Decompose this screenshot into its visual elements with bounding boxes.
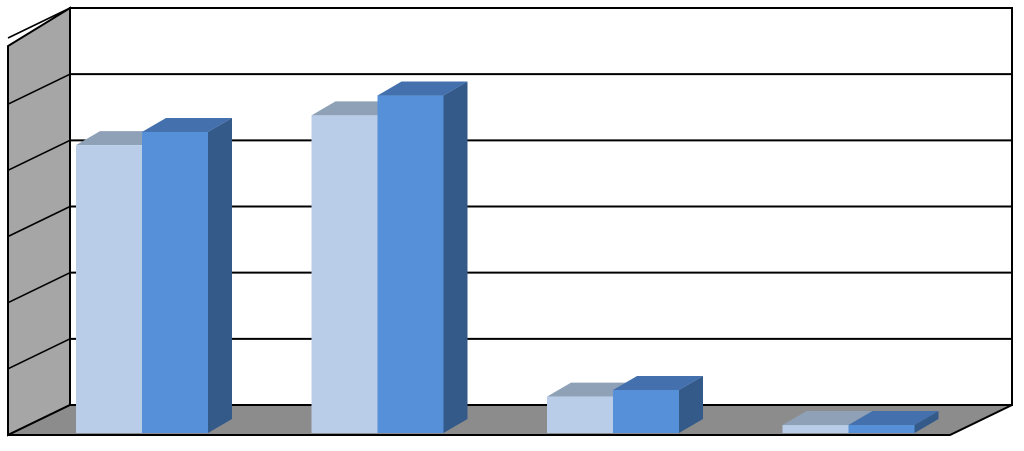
bar-top [142, 117, 232, 132]
bar-top [613, 375, 703, 390]
bar [613, 375, 703, 433]
bar [848, 411, 939, 433]
side-gridline [7, 271, 71, 304]
bar-side [679, 375, 703, 433]
bar [377, 81, 468, 434]
bar-front [613, 389, 679, 433]
bar-front [76, 145, 142, 434]
bar-front [547, 396, 613, 433]
bar-side [208, 117, 232, 434]
side-gridline [7, 205, 71, 238]
bar-top [782, 411, 873, 426]
bar-front [377, 95, 444, 434]
bar-front [311, 115, 378, 434]
bar-front [782, 425, 849, 433]
side-gridline [7, 139, 71, 172]
side-gridline [7, 338, 71, 370]
bar-front [142, 131, 208, 434]
side-gridline [7, 73, 71, 105]
bar-side [914, 411, 939, 433]
side-gridline [7, 7, 71, 39]
bar-side [443, 81, 468, 434]
bar [142, 117, 232, 434]
bar-front [848, 425, 915, 433]
bar-top [848, 411, 939, 426]
bars [76, 81, 939, 434]
bar-top [377, 81, 468, 96]
